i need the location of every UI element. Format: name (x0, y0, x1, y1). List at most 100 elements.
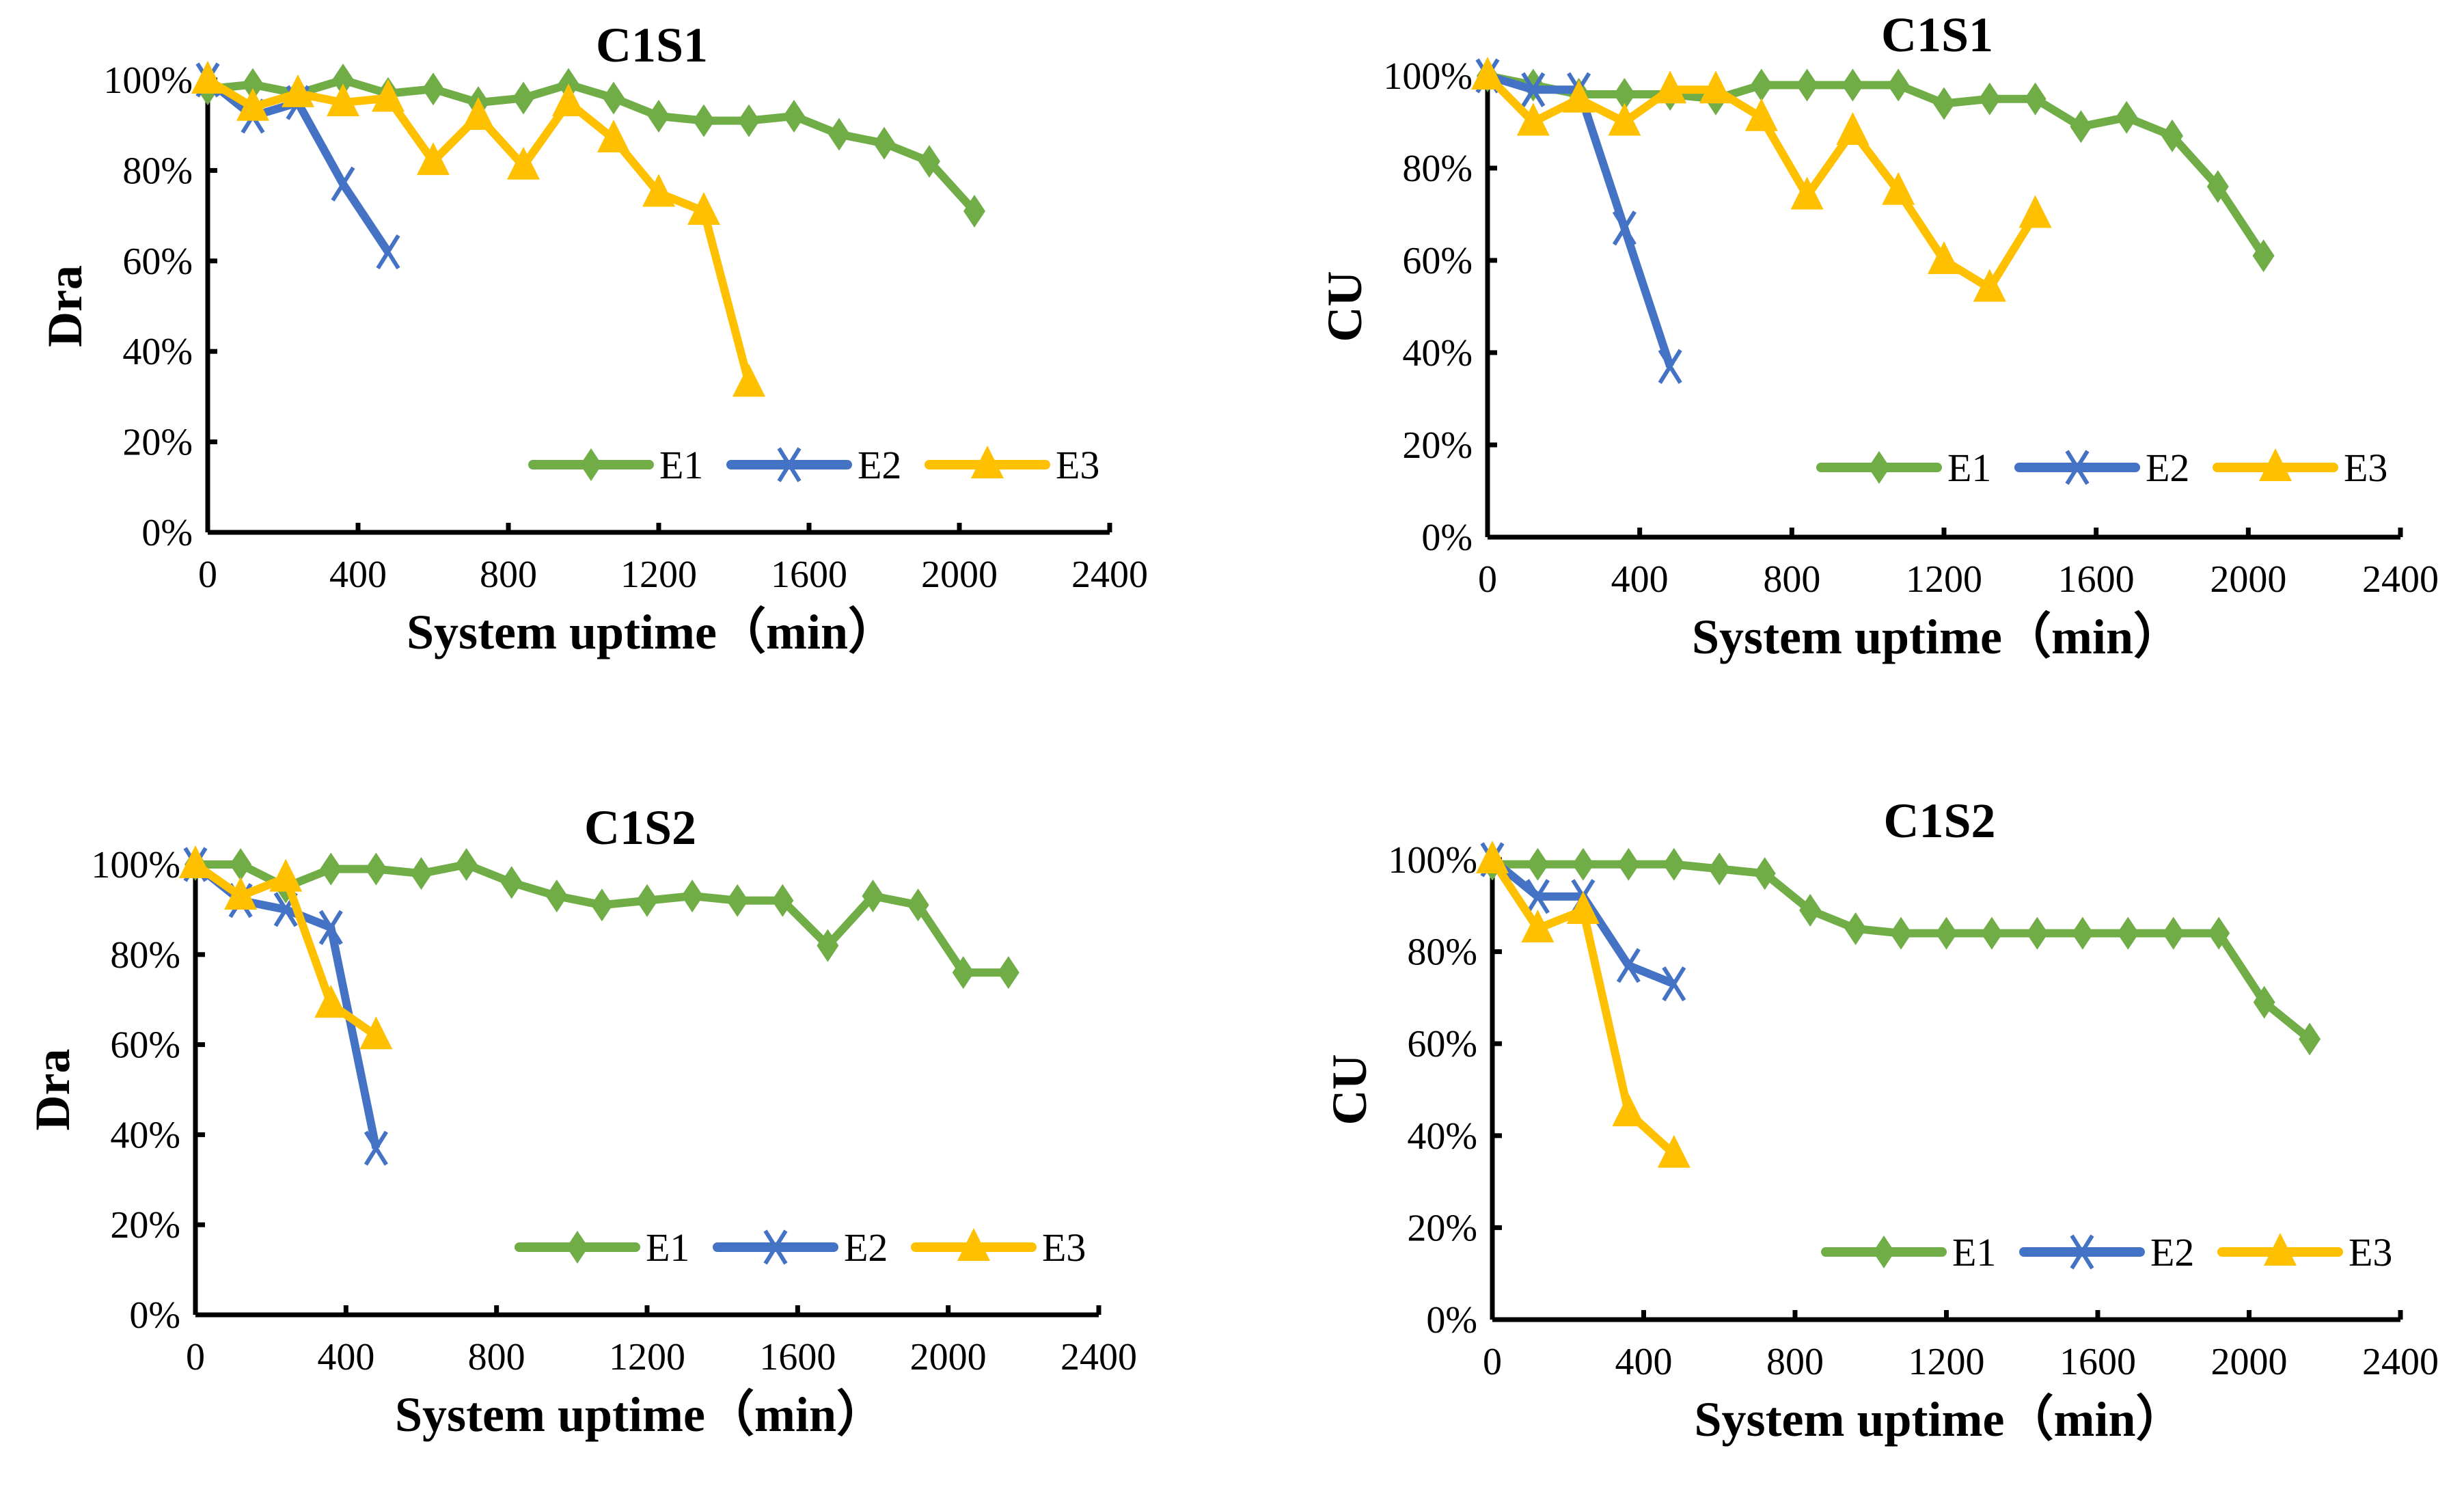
data-point-E3 (314, 985, 348, 1018)
data-point-E1 (2026, 916, 2049, 950)
data-point-E3 (733, 364, 765, 397)
legend-label: E2 (858, 443, 901, 487)
data-point-E1 (455, 848, 478, 881)
chart-title: C1S1 (596, 18, 708, 72)
data-point-E1 (1980, 916, 2003, 950)
data-point-E3 (1836, 112, 1870, 145)
data-point-E3 (1562, 79, 1596, 113)
data-point-E1 (636, 884, 658, 917)
data-point-E1 (648, 99, 670, 133)
data-point-E1 (783, 99, 805, 133)
data-point-E1 (1796, 68, 1818, 102)
y-tick-label: 80% (1402, 148, 1473, 190)
x-tick-label: 0 (1478, 558, 1497, 601)
data-point-E3 (687, 191, 720, 225)
legend-item-E3: E3 (2217, 1230, 2392, 1275)
data-point-E3 (1654, 70, 1687, 104)
legend-label: E1 (646, 1225, 689, 1270)
data-point-E1 (410, 857, 433, 890)
data-point-E1 (1844, 912, 1867, 945)
data-point-E1 (500, 866, 523, 899)
x-tick-label: 1600 (2058, 558, 2135, 601)
data-point-E1 (422, 72, 444, 106)
x-tick-label: 1200 (620, 554, 697, 596)
data-point-E1 (603, 81, 625, 115)
data-point-E1 (828, 118, 850, 151)
data-point-E2 (376, 234, 400, 270)
x-tick-label: 400 (1611, 558, 1669, 601)
y-tick-label: 100% (91, 844, 180, 886)
y-tick-label: 0% (129, 1294, 180, 1337)
data-point-E1 (771, 884, 794, 917)
data-point-E2 (331, 166, 355, 202)
data-point-E3 (1566, 891, 1600, 925)
data-point-E3 (1476, 841, 1509, 873)
data-point-E3 (282, 74, 314, 107)
x-tick-label: 800 (1763, 558, 1820, 601)
data-point-E1 (1572, 847, 1594, 881)
x-tick-label: 0 (1483, 1341, 1502, 1383)
data-point-E1 (1708, 852, 1731, 886)
data-point-E3 (1521, 909, 1555, 942)
data-point-E1 (2206, 170, 2229, 203)
legend-label: E2 (2150, 1230, 2194, 1275)
data-point-E1 (2162, 916, 2185, 950)
data-point-E1 (332, 64, 354, 96)
data-point-E1 (693, 104, 715, 137)
legend-item-E2: E2 (713, 1225, 888, 1270)
data-point-E2 (318, 910, 343, 945)
legend-item-E3: E3 (911, 1225, 1086, 1270)
legend-marker (2264, 1233, 2297, 1266)
data-point-E3 (359, 1016, 393, 1050)
x-tick-label: 2000 (2210, 558, 2286, 601)
y-tick-label: 80% (1407, 931, 1477, 974)
data-point-E1 (1933, 87, 1955, 120)
data-point-E2 (1612, 210, 1637, 246)
data-point-E1 (2024, 82, 2047, 115)
data-point-E1 (2253, 985, 2275, 1019)
data-point-E1 (817, 929, 839, 962)
x-axis-title: System uptime（min） (1692, 610, 2182, 664)
data-point-E2 (1658, 349, 1682, 384)
data-point-E1 (1935, 916, 1958, 950)
x-tick-label: 800 (468, 1336, 525, 1378)
y-tick-label: 60% (1402, 240, 1473, 282)
series-E3 (191, 61, 765, 397)
legend-marker (580, 448, 602, 481)
data-point-E1 (681, 880, 704, 913)
legend-item-E3: E3 (925, 443, 1099, 487)
legend-label: E3 (2344, 446, 2387, 490)
x-tick-label: 800 (1766, 1341, 1824, 1383)
y-axis-title: CU (1322, 1054, 1377, 1126)
data-point-E1 (545, 880, 568, 913)
data-point-E1 (1887, 68, 1910, 102)
data-point-E1 (726, 884, 749, 917)
data-point-E1 (1753, 857, 1776, 890)
legend-marker (957, 1228, 990, 1261)
y-tick-label: 20% (122, 422, 193, 464)
data-point-E3 (462, 96, 495, 130)
data-point-E1 (365, 852, 387, 886)
legend-label: E3 (1042, 1225, 1086, 1270)
x-tick-label: 2000 (2211, 1341, 2288, 1383)
x-axis-title: System uptime（min） (407, 605, 897, 659)
legend-label: E2 (2146, 446, 2189, 490)
data-point-E1 (1527, 847, 1549, 881)
data-point-E1 (738, 104, 760, 137)
legend-item-E2: E2 (726, 443, 901, 487)
legend-marker (566, 1231, 588, 1264)
chart-title: C1S2 (584, 800, 696, 855)
y-tick-label: 40% (122, 331, 193, 373)
data-point-E3 (1790, 176, 1824, 210)
data-point-E3 (269, 858, 303, 892)
x-tick-label: 400 (329, 554, 387, 596)
x-tick-label: 1600 (759, 1336, 836, 1378)
data-point-E3 (552, 83, 585, 117)
data-point-E3 (372, 79, 405, 112)
x-tick-label: 2400 (1060, 1336, 1137, 1378)
chart-title: C1S1 (1881, 8, 1993, 62)
y-tick-label: 20% (1407, 1207, 1477, 1249)
y-tick-label: 60% (122, 241, 193, 283)
data-point-E3 (417, 142, 450, 176)
